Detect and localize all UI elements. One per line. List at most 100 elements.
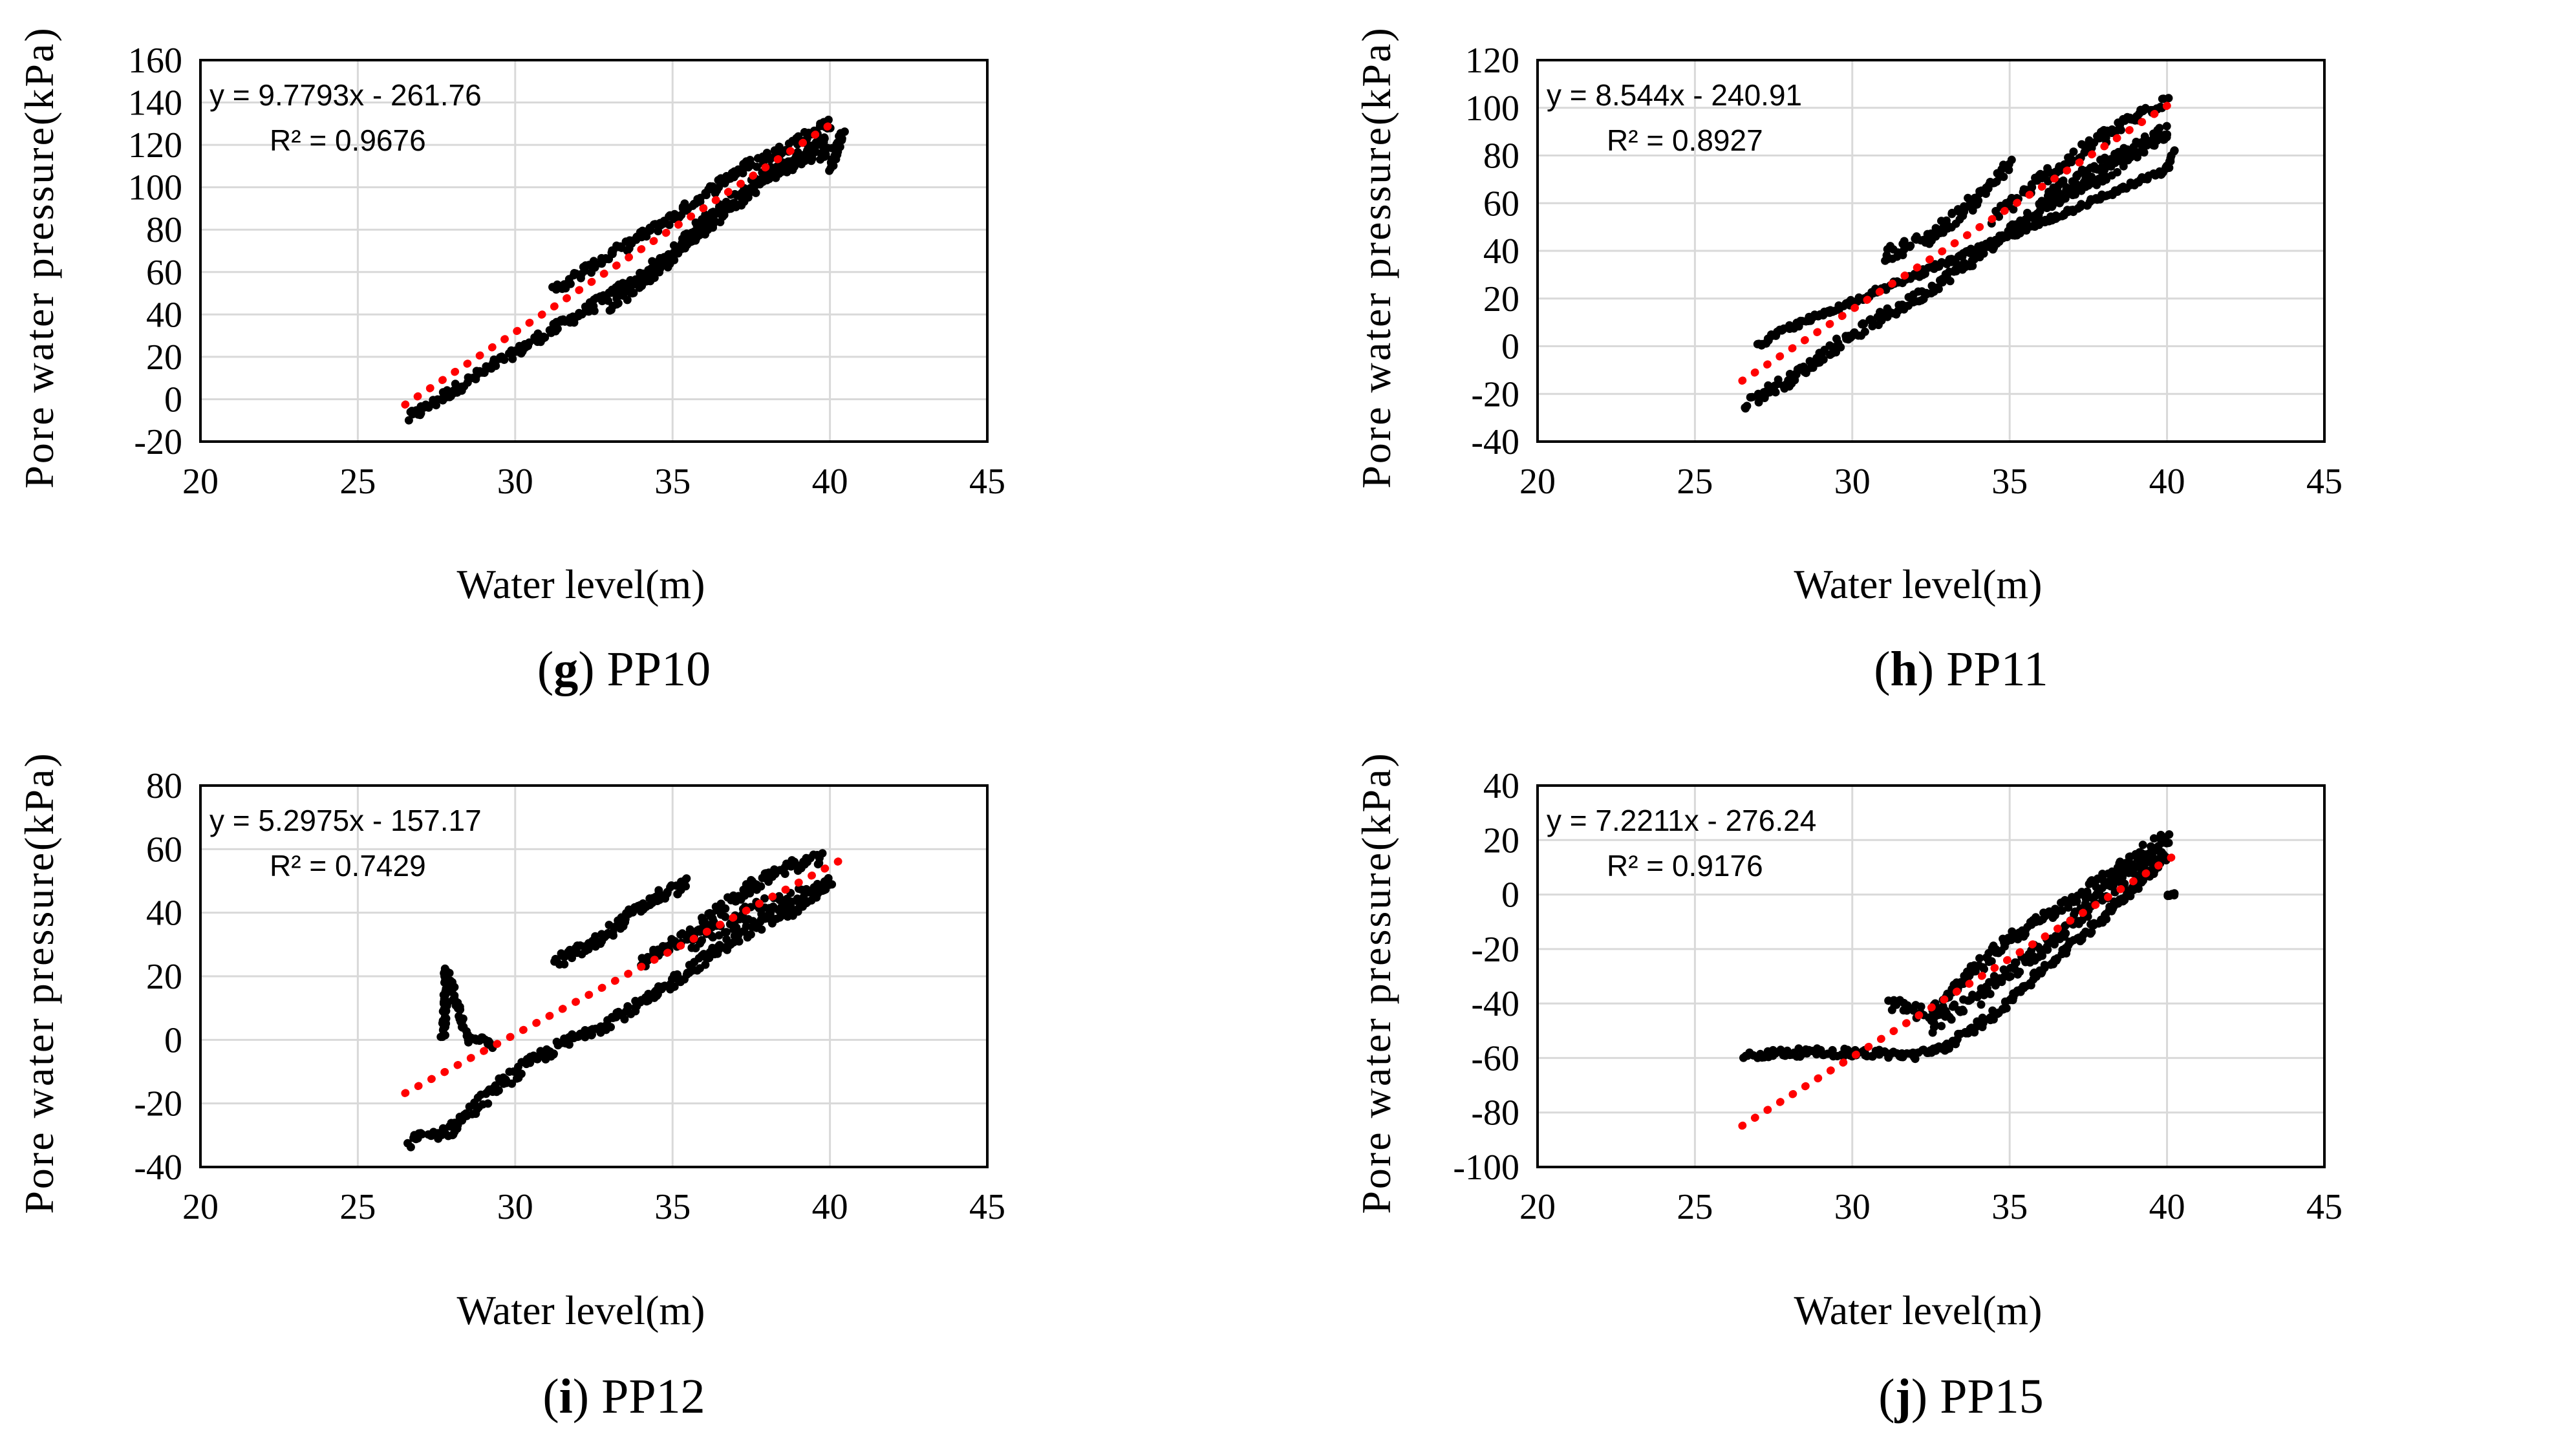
- chart-i-point-258: [560, 959, 569, 969]
- chart-h-point-450: [2070, 184, 2079, 193]
- chart-j-point-430: [1950, 1000, 1959, 1009]
- chart-h-point-461: [2087, 173, 2096, 181]
- chart-g-point-0: [404, 416, 413, 425]
- chart-h-point-488: [2134, 148, 2143, 157]
- chart-i-point-157: [670, 982, 679, 991]
- chart-h-point-112: [1934, 284, 1943, 294]
- chart-g-point-416: [824, 115, 833, 124]
- chart-i-equation: y = 5.2975x - 157.17: [209, 804, 482, 837]
- chart-i-point-205: [746, 930, 755, 939]
- chart-h-point-377: [2067, 155, 2076, 164]
- chart-j-caption: (j) PP15: [1878, 1369, 2043, 1424]
- chart-j-point-419: [1930, 1019, 1938, 1028]
- chart-g-point-252: [820, 134, 829, 143]
- chart-g-point-431: [628, 289, 637, 298]
- chart-h-point-339: [2009, 205, 2018, 214]
- chart-i-point-575: [456, 1005, 465, 1014]
- chart-j-series: [1739, 830, 2179, 1064]
- chart-g-ytick-label-1: 0: [164, 380, 182, 420]
- chart-j-xtick-label-2: 30: [1834, 1187, 1871, 1227]
- chart-h-ytick-label-4: 40: [1483, 231, 1519, 272]
- chart-j-xlabel: Water level(m): [1794, 1287, 2043, 1333]
- chart-i: -40 -20 0 20 40 60 80 20 25 30 35 40 45 Water level(m…: [16, 751, 1005, 1424]
- chart-i-ytick-label-3: 20: [146, 957, 182, 997]
- chart-h-ytick-label-0: -40: [1471, 422, 1519, 462]
- chart-i-ytick-label-6: 80: [146, 766, 182, 806]
- chart-g-ytick-label-2: 20: [146, 337, 182, 378]
- chart-j-ytick-label-5: 0: [1501, 875, 1519, 915]
- chart-i-caption: (i) PP12: [542, 1369, 705, 1424]
- chart-i-ytick-label-5: 60: [146, 830, 182, 870]
- chart-g-xtick-label-0: 20: [182, 462, 219, 502]
- chart-g-point-52: [491, 361, 500, 370]
- chart-j-point-304: [1979, 963, 1988, 972]
- chart-h-point-47: [1820, 345, 1829, 354]
- chart-j-point-484: [2038, 951, 2047, 960]
- chart-h-ytick-label-8: 120: [1465, 41, 1519, 81]
- chart-h-plot-frame: [1536, 59, 2326, 443]
- chart-h-xtick-label-0: 20: [1519, 462, 1556, 502]
- chart-g-point-532: [784, 157, 793, 166]
- chart-g-ytick-label-8: 140: [128, 83, 182, 123]
- chart-g-equation: y = 9.7793x - 261.76: [209, 78, 482, 112]
- chart-j-point-467: [2011, 958, 2019, 967]
- chart-i-point-461: [721, 912, 730, 921]
- chart-h-xtick-label-2: 30: [1834, 462, 1871, 502]
- chart-h-caption: (h) PP11: [1874, 642, 2048, 696]
- chart-g-point-510: [749, 183, 758, 192]
- chart-h-point-19: [1774, 375, 1783, 384]
- chart-h-point-407: [2116, 125, 2125, 134]
- chart-h-point-46: [1819, 355, 1828, 364]
- chart-j-point-362: [2072, 897, 2081, 906]
- chart-h-ytick-label-5: 60: [1483, 184, 1519, 224]
- chart-j-ytick-label-0: -100: [1453, 1148, 1519, 1188]
- chart-h-point-370: [2055, 166, 2064, 175]
- chart-g-point-499: [730, 198, 738, 208]
- chart-g-xtick-label-5: 45: [969, 462, 1005, 502]
- chart-h-point-70: [1860, 319, 1869, 328]
- chart-i-point-96: [564, 1040, 574, 1049]
- chart-j-point-193: [2087, 928, 2096, 937]
- chart-g-point-573: [840, 127, 849, 136]
- chart-g-ytick-label-0: -20: [134, 422, 182, 462]
- chart-j-point-402: [2138, 840, 2147, 850]
- chart-j-point-340: [2036, 916, 2044, 925]
- chart-i-point-209: [757, 925, 766, 934]
- chart-g-series: [404, 115, 849, 425]
- chart-i-point-384: [721, 904, 730, 913]
- chart-i-xtick-label-4: 40: [812, 1187, 848, 1227]
- chart-j-xtick-label-4: 40: [2149, 1187, 2185, 1227]
- chart-j-ytick-label-6: 20: [1483, 820, 1519, 861]
- chart-g-point-457: [670, 255, 679, 264]
- chart-i-point-88: [550, 1049, 558, 1058]
- chart-i-ytick-label-0: -40: [134, 1148, 182, 1188]
- chart-i-xtick-label-5: 45: [969, 1187, 1005, 1227]
- chart-h-point-327: [2007, 155, 2016, 164]
- chart-j-point-422: [1937, 1022, 1946, 1031]
- chart-i-point-338: [643, 952, 652, 961]
- chart-g-point-422: [612, 300, 621, 309]
- chart-i-point-61: [508, 1079, 517, 1088]
- chart-j-point-124: [1979, 1018, 1988, 1027]
- chart-h-point-264: [1906, 241, 1915, 250]
- chart-g-point-291: [608, 250, 617, 259]
- chart-i-plot-frame: [199, 784, 989, 1168]
- chart-h: -40 -20 0 20 40 60 80 100 120 20 25 30 35 40 45 Water l…: [1353, 26, 2343, 696]
- chart-j-point-537: [2120, 879, 2129, 888]
- chart-j-point-435: [1959, 1007, 1968, 1016]
- chart-i-point-1: [406, 1142, 415, 1151]
- chart-g-point-342: [696, 197, 705, 206]
- chart-g-xtick-label-2: 30: [497, 462, 533, 502]
- chart-h-equation: y = 8.544x - 240.91: [1547, 78, 1802, 112]
- chart-h-point-218: [2113, 167, 2122, 177]
- chart-j-r-squared: R² = 0.9176: [1607, 849, 1763, 883]
- chart-j-ytick-label-7: 40: [1483, 766, 1519, 806]
- chart-i-xtick-label-2: 30: [497, 1187, 533, 1227]
- chart-j-xtick-label-1: 25: [1677, 1187, 1713, 1227]
- chart-h-point-731: [2170, 147, 2179, 156]
- chart-g-plot-frame: [199, 59, 989, 443]
- chart-j-point-309: [1987, 957, 1996, 966]
- chart-g-point-544: [807, 156, 816, 166]
- chart-g-point-448: [655, 268, 664, 277]
- chart-j-point-415: [2165, 830, 2174, 839]
